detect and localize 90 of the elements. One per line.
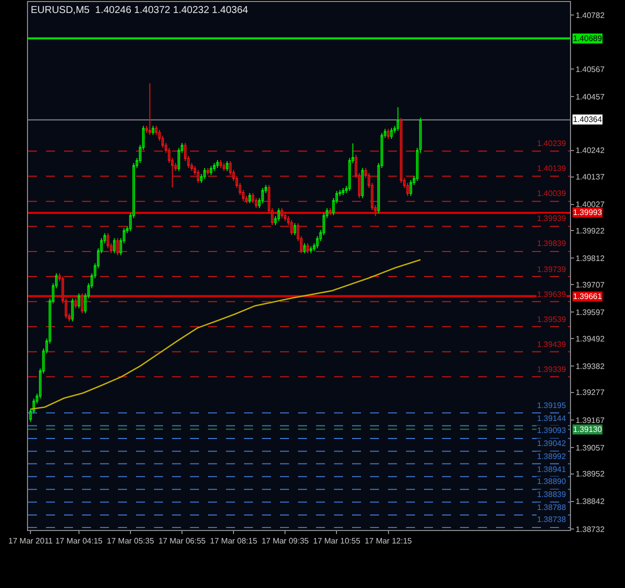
- x-tick-label: 17 Mar 05:35: [106, 536, 155, 546]
- x-tick-label: 17 Mar 12:15: [364, 536, 412, 546]
- x-tick-label: 17 Mar 08:15: [210, 536, 258, 546]
- candlestick: [226, 160, 228, 172]
- ref-line-label: 1.38839: [537, 490, 566, 499]
- candlestick: [71, 298, 74, 322]
- x-tick-label: 17 Mar 09:35: [262, 536, 310, 546]
- y-tick-label: 1.39922: [576, 226, 606, 236]
- ref-line-label: 1.40239: [537, 139, 566, 148]
- y-tick-label: 1.39707: [576, 280, 606, 290]
- ref-line-label: 1.38890: [537, 477, 566, 486]
- y-tick-label: 1.40027: [576, 200, 606, 210]
- candlestick: [248, 192, 251, 204]
- candlestick: [152, 125, 154, 136]
- chart-title: EURUSD,M5 1.40246 1.40372 1.40232 1.40364: [30, 4, 249, 16]
- candlestick: [178, 147, 180, 172]
- candlestick: [148, 82, 152, 136]
- ref-line-label: 1.38788: [537, 503, 566, 512]
- candlestick: [361, 167, 364, 199]
- candlestick: [252, 192, 254, 204]
- candlestick: [261, 188, 264, 204]
- line-series: [30, 259, 422, 410]
- y-tick-label: 1.40242: [576, 146, 606, 156]
- y-tick-label: 1.40137: [576, 172, 606, 182]
- ref-line-label: 1.39839: [537, 239, 566, 248]
- ref-line-label: 1.39195: [537, 401, 566, 410]
- ref-line-label: 1.39093: [537, 426, 566, 435]
- ref-line-label: 1.40039: [537, 189, 566, 198]
- candlestick: [396, 106, 400, 132]
- ref-line-label: 1.38738: [537, 515, 566, 524]
- ref-line-label: 1.39739: [537, 265, 566, 274]
- candlestick: [390, 127, 393, 140]
- candlestick: [206, 167, 210, 176]
- candlestick: [216, 159, 219, 168]
- y-tick-label: 1.39382: [576, 362, 606, 371]
- ref-line-label: 1.39439: [537, 340, 566, 349]
- candlestick: [222, 162, 226, 172]
- y-tick-label: 1.39167: [576, 416, 606, 425]
- y-tick-label: 1.39277: [576, 388, 606, 398]
- ref-line-label: 1.39661: [573, 292, 602, 301]
- candlestick: [328, 208, 332, 216]
- ref-line-label: 1.38941: [537, 465, 566, 474]
- ref-line-label: 1.39339: [537, 365, 566, 374]
- candlestick: [113, 238, 116, 254]
- candlestick: [306, 242, 309, 254]
- candlestick: [74, 298, 77, 309]
- candlestick: [400, 117, 402, 184]
- ref-line-label: 1.39144: [537, 414, 566, 423]
- candlestick: [78, 292, 80, 309]
- candlestick: [310, 246, 312, 254]
- ref-line-label: 1.40139: [537, 164, 566, 173]
- candlestick: [212, 162, 216, 172]
- x-tick-label: 17 Mar 2011: [8, 536, 54, 546]
- candlestick: [342, 188, 344, 196]
- ref-line-label: 1.39939: [537, 214, 566, 223]
- ref-line-label: 1.40364: [573, 115, 602, 124]
- ref-line-label: 1.39042: [537, 439, 566, 448]
- y-tick-label: 1.38842: [576, 497, 606, 506]
- ref-line-label: 1.39130: [573, 425, 602, 434]
- y-tick-label: 1.39057: [576, 443, 606, 452]
- ref-line-label: 1.38992: [537, 452, 566, 461]
- candlestick: [219, 159, 222, 168]
- x-tick-label: 17 Mar 04:15: [55, 536, 104, 546]
- candlestick: [106, 232, 110, 249]
- candlestick: [386, 128, 390, 140]
- candlestick: [280, 208, 284, 219]
- y-tick-label: 1.40567: [576, 64, 606, 74]
- candlestick: [410, 180, 412, 197]
- y-tick-label: 1.38952: [576, 470, 606, 479]
- ref-line-label: 1.39993: [573, 208, 602, 217]
- x-tick-label: 17 Mar 10:55: [313, 536, 361, 546]
- candlestick: [196, 169, 200, 184]
- candlestick: [294, 222, 296, 236]
- candlestick: [290, 220, 293, 236]
- candlestick: [210, 165, 212, 176]
- candlestick: [80, 292, 84, 314]
- ref-line-label: 1.39539: [537, 315, 566, 324]
- ref-line-label: 1.39639: [537, 290, 566, 299]
- candlestick: [303, 242, 306, 254]
- y-tick-label: 1.39597: [576, 308, 606, 317]
- candlestick: [203, 167, 206, 180]
- y-tick-label: 1.40457: [576, 92, 606, 102]
- candlestick: [277, 208, 280, 222]
- y-tick-label: 1.39492: [576, 334, 606, 344]
- y-tick-label: 1.40782: [576, 10, 606, 20]
- y-tick-label: 1.39812: [576, 254, 606, 264]
- ref-line-label: 1.40689: [573, 34, 602, 43]
- x-tick-label: 17 Mar 06:55: [158, 536, 206, 546]
- candlestick: [116, 238, 119, 256]
- y-tick-label: 1.38732: [576, 524, 606, 534]
